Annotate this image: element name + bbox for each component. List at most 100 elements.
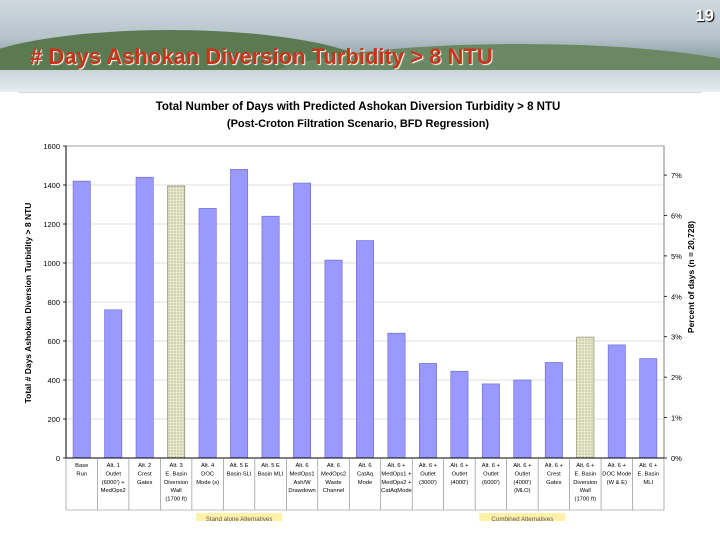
y-tick-label: 200 — [47, 415, 60, 424]
category-label: Wall — [580, 488, 591, 494]
category-label: (W & E) — [607, 480, 627, 486]
bar — [356, 240, 374, 459]
category-label: Alt. 6 + — [482, 463, 501, 469]
category-label: Ash/W — [294, 480, 312, 486]
category-label: Outlet — [420, 471, 436, 477]
y2-axis-label: Percent of days (n = 20,728) — [686, 221, 696, 333]
category-label: CatAqMode — [381, 488, 412, 494]
chart-title: Total Number of Days with Predicted Asho… — [156, 101, 561, 113]
category-label: MLI — [643, 480, 653, 486]
y-tick-label: 400 — [47, 376, 60, 385]
bar — [576, 336, 595, 459]
category-label: Alt. 6 + — [639, 463, 658, 469]
bar — [72, 180, 91, 459]
category-label: E. Basin — [165, 471, 187, 477]
category-label: Wall — [171, 488, 182, 494]
bar — [324, 259, 343, 459]
category-label: (3000') — [419, 480, 437, 486]
y2-tick-label: 2% — [671, 373, 682, 382]
category-label: Alt. 3 — [170, 463, 183, 469]
category-label: Outlet — [515, 471, 531, 477]
y-tick-label: 800 — [47, 298, 60, 307]
category-label: (6000') — [482, 480, 500, 486]
category-label: Channel — [323, 488, 345, 494]
bar — [167, 185, 186, 459]
y2-tick-label: 5% — [671, 252, 682, 261]
header-banner: 19 # Days Ashokan Diversion Turbidity > … — [0, 0, 720, 92]
category-label: Basin SLI — [227, 471, 252, 477]
banner-water — [0, 70, 720, 92]
category-label: MedOps1 + — [381, 471, 412, 477]
category-label: Outlet — [483, 471, 499, 477]
chart-frame: Total Number of Days with Predicted Asho… — [18, 92, 702, 524]
y2-tick-label: 0% — [671, 454, 682, 463]
category-label: (6000') + — [102, 480, 125, 486]
y-tick-label: 1200 — [43, 220, 60, 229]
category-label: E. Basin — [575, 471, 597, 477]
bar — [639, 358, 658, 459]
category-label: MedOps2 — [321, 471, 346, 477]
bar — [261, 215, 280, 459]
category-label: Alt. 6 — [358, 463, 371, 469]
slide-title: # Days Ashokan Diversion Turbidity > 8 N… — [30, 44, 493, 69]
bar — [104, 309, 123, 459]
category-label: Alt. 2 — [138, 463, 151, 469]
category-label: Run — [76, 471, 87, 477]
category-label: Alt. 5 E — [230, 463, 249, 469]
category-label: (1700 ft) — [575, 497, 597, 503]
y-tick-label: 1400 — [43, 181, 60, 190]
category-label: DOC — [201, 471, 214, 477]
category-label: MedOps2 + — [381, 480, 412, 486]
y2-tick-label: 3% — [671, 333, 682, 342]
bar — [418, 363, 437, 459]
category-label: Gates — [546, 480, 562, 486]
category-label: Alt. 6 + — [387, 463, 406, 469]
category-label: (MLO) — [514, 488, 530, 494]
bar — [450, 370, 469, 459]
category-label: Mode — [358, 480, 373, 486]
category-label: Alt. 5 E — [261, 463, 280, 469]
category-label: Drawdown — [288, 488, 315, 494]
category-label: Diversion — [573, 480, 597, 486]
chart-subtitle: (Post-Croton Filtration Scenario, BFD Re… — [227, 118, 490, 130]
bar — [481, 383, 500, 459]
y-tick-label: 0 — [56, 454, 60, 463]
category-label: Waste — [325, 480, 341, 486]
category-label: Base — [75, 463, 88, 469]
category-label: Diversion — [164, 480, 188, 486]
category-label: (4000') — [513, 480, 531, 486]
category-label: Basin MLI — [258, 471, 284, 477]
category-label: Alt. 1 — [107, 463, 120, 469]
bar — [293, 182, 312, 459]
category-label: MedOps2 — [101, 488, 126, 494]
group-label-box — [196, 513, 283, 524]
category-label: Alt. 6 + — [576, 463, 595, 469]
group-label: Stand alone Alternatives — [206, 516, 273, 521]
bar — [135, 176, 154, 459]
y2-tick-label: 7% — [671, 171, 682, 180]
category-label: Mode (s) — [196, 480, 219, 486]
bar — [607, 344, 626, 459]
category-label: Alt. 6 — [295, 463, 308, 469]
category-label: Alt. 6 + — [513, 463, 532, 469]
y2-tick-label: 1% — [671, 414, 682, 423]
category-label: Alt. 4 — [201, 463, 215, 469]
category-label: (1700 ft) — [165, 497, 187, 503]
y-axis-label: Total # Days Ashokan Diversion Turbidity… — [23, 203, 33, 404]
category-label: DOC Mode — [602, 471, 631, 477]
category-label: Gates — [137, 480, 153, 486]
y-tick-label: 1000 — [43, 259, 60, 268]
plot-area: 0 200 400 600 800 1000 1200 1400 1600 0% 1% 2% 3% 4% 5… — [43, 142, 682, 524]
category-label: Crest — [138, 471, 152, 477]
bar — [198, 208, 217, 459]
category-label: E. Basin — [637, 471, 659, 477]
bar — [387, 332, 406, 459]
category-label: Alt. 6 — [327, 463, 340, 469]
category-label: CatAq — [357, 471, 373, 477]
y2-tick-label: 6% — [671, 211, 682, 220]
category-label: Alt. 6 + — [419, 463, 438, 469]
category-label: Outlet — [452, 471, 468, 477]
category-label: MedOps1 — [289, 471, 314, 477]
chart: Total Number of Days with Predicted Asho… — [23, 101, 696, 524]
category-label: Alt. 6 + — [608, 463, 627, 469]
